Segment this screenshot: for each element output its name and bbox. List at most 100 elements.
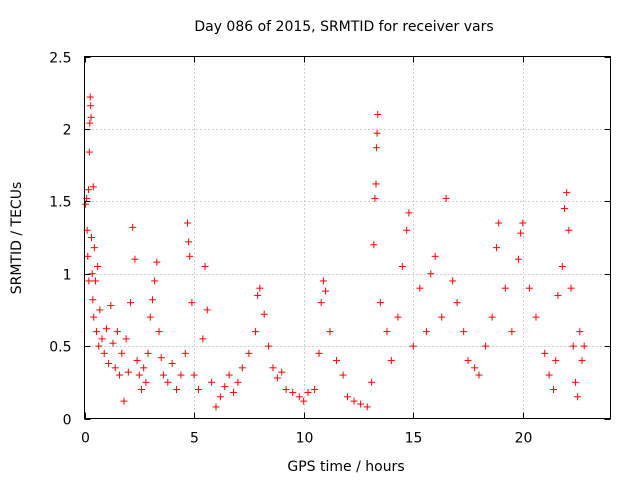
x-tick-label: 5 — [190, 431, 199, 447]
data-point — [89, 183, 97, 191]
data-point — [225, 371, 233, 379]
data-point — [545, 371, 553, 379]
data-point — [431, 252, 439, 260]
data-point — [212, 403, 220, 411]
data-point — [317, 299, 325, 307]
data-point — [84, 252, 92, 260]
data-point — [532, 313, 540, 321]
data-point — [374, 110, 382, 118]
data-point — [168, 359, 176, 367]
data-point — [256, 284, 264, 292]
y-axis-title: SRMTID / TECUs — [9, 182, 25, 295]
data-point — [363, 403, 371, 411]
data-point — [552, 357, 560, 365]
data-point — [501, 284, 509, 292]
data-point — [245, 349, 253, 357]
data-point — [84, 186, 92, 194]
data-point — [107, 302, 115, 310]
data-point — [376, 299, 384, 307]
data-point — [495, 219, 503, 227]
data-point — [96, 306, 104, 314]
data-point — [230, 388, 238, 396]
data-point — [514, 255, 522, 263]
data-point — [403, 226, 411, 234]
data-point — [88, 234, 96, 241]
data-point — [251, 328, 259, 336]
data-point — [105, 359, 113, 367]
y-tick-label: 2 — [63, 123, 72, 139]
data-point — [133, 357, 141, 365]
y-tick-label: 0 — [63, 413, 72, 429]
data-point — [111, 364, 119, 372]
data-point — [471, 364, 479, 372]
data-point — [118, 349, 126, 357]
data-point — [260, 310, 268, 318]
data-point — [87, 113, 95, 121]
data-point — [508, 328, 516, 336]
data-point — [427, 270, 435, 278]
data-point — [216, 393, 224, 401]
data-point — [295, 393, 303, 401]
data-point — [567, 284, 575, 292]
data-point — [370, 241, 378, 249]
data-point — [550, 386, 558, 394]
data-point — [94, 262, 102, 270]
data-point — [304, 388, 312, 396]
data-point — [449, 277, 457, 285]
data-point — [372, 180, 380, 188]
data-point — [319, 277, 327, 285]
data-point — [100, 349, 108, 357]
data-point — [89, 296, 97, 304]
data-point — [460, 328, 468, 336]
data-point — [574, 393, 582, 401]
data-point — [190, 371, 198, 379]
data-point — [113, 328, 121, 336]
data-point — [137, 386, 145, 394]
data-point — [86, 93, 94, 101]
data-point — [453, 299, 461, 307]
data-point — [311, 386, 319, 394]
data-point — [322, 287, 330, 295]
data-point — [221, 383, 229, 391]
data-point — [558, 262, 566, 270]
data-point — [571, 378, 579, 386]
x-tick-label: 20 — [515, 431, 533, 447]
data-point — [326, 328, 334, 336]
data-point — [159, 371, 167, 379]
data-point — [109, 339, 117, 347]
data-point — [464, 357, 472, 365]
data-point — [565, 226, 573, 234]
data-point — [188, 299, 196, 307]
data-point — [580, 342, 588, 350]
data-point — [184, 219, 192, 227]
data-point — [122, 335, 130, 343]
data-point — [129, 223, 137, 231]
data-point — [383, 328, 391, 336]
data-points — [82, 93, 588, 411]
data-point — [569, 342, 577, 350]
data-point — [140, 364, 148, 372]
data-point — [372, 144, 380, 152]
data-point — [525, 284, 533, 292]
data-point — [409, 342, 417, 350]
plot-frame — [84, 56, 611, 419]
data-point — [144, 349, 152, 357]
data-point — [422, 328, 430, 336]
data-point — [554, 291, 562, 299]
data-point — [95, 342, 103, 350]
data-point — [269, 364, 277, 372]
data-point — [88, 270, 96, 278]
data-point — [517, 229, 525, 237]
data-point — [482, 342, 490, 350]
data-point — [265, 342, 273, 350]
data-point — [576, 328, 584, 336]
x-tick-label: 0 — [81, 431, 90, 447]
data-point — [300, 397, 308, 405]
data-point — [142, 378, 150, 386]
data-point — [93, 328, 101, 336]
axis-ticks: 0 0.5 1 1.5 2 2.5 0 5 10 15 20 — [49, 51, 611, 447]
data-point — [85, 277, 93, 285]
data-point — [405, 209, 413, 217]
data-point — [127, 299, 135, 307]
